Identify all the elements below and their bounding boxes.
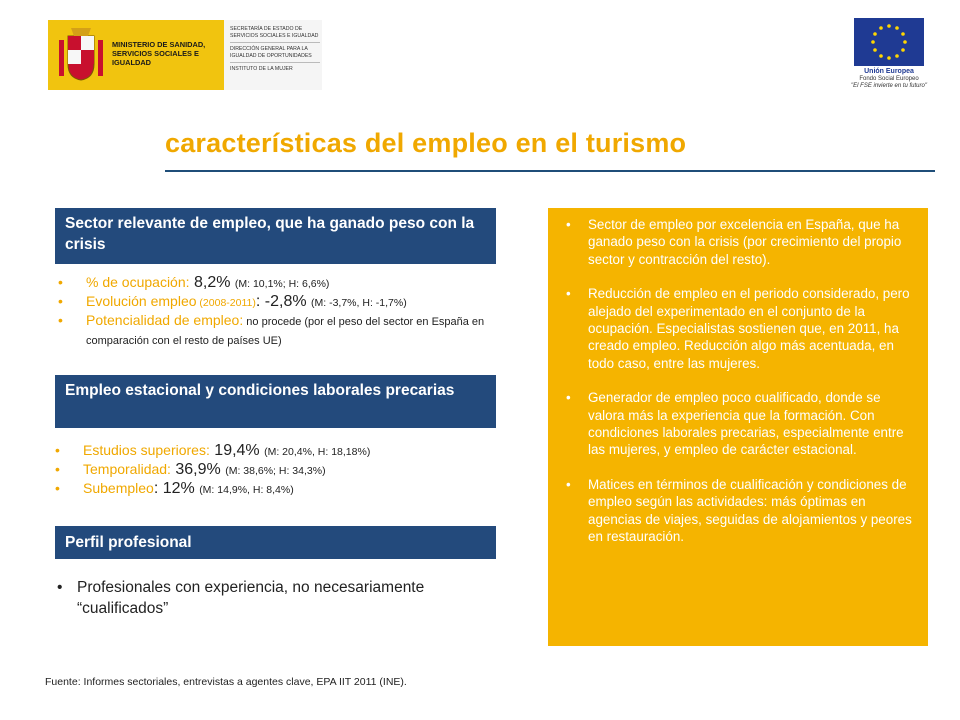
stat-period: (2008-2011): [196, 297, 256, 309]
stat-label: Potencialidad de empleo:: [86, 312, 244, 328]
ministry-subtitles: Secretaría de Estado de Servicios Social…: [230, 26, 320, 79]
stat-label: Evolución empleo: [86, 293, 197, 309]
coat-of-arms-icon: [59, 28, 103, 81]
ministry-sub-line: Dirección General para la Igualdad de Op…: [230, 46, 320, 64]
stat-detail: no procede (por el peso del sector en Es…: [86, 316, 485, 347]
stat-label: Estudios superiores:: [83, 442, 210, 458]
stat-label: Subempleo: [83, 480, 154, 496]
ministry-logo: Ministerio de Sanidad, Servicios Sociale…: [48, 20, 322, 90]
section-heading-seasonal: Empleo estacional y condiciones laborale…: [55, 375, 496, 428]
stat-value: 19,4%: [209, 442, 265, 459]
stat-detail: (M: 10,1%; H: 6,6%): [234, 278, 330, 290]
eu-logo: Unión Europea Fondo Social Europeo "El F…: [846, 18, 932, 96]
eu-flag-icon: [854, 18, 924, 66]
ministry-name: Ministerio de Sanidad, Servicios Sociale…: [112, 40, 206, 67]
page-title: características del empleo en el turismo: [165, 128, 687, 158]
stat-detail: (M: -3,7%, H: -1,7%): [311, 297, 407, 309]
summary-list: Sector de empleo por excelencia en Españ…: [560, 216, 918, 546]
list-item: Profesionales con experiencia, no necesa…: [48, 577, 518, 619]
list-item: Potencialidad de empleo: no procede (por…: [58, 312, 498, 350]
seasonal-stats-list: Estudios superiores: 19,4% (M: 20,4%, H:…: [55, 442, 495, 499]
ministry-sub-line: Instituto de la Mujer: [230, 66, 293, 73]
list-item: % de ocupación: 8,2% (M: 10,1%; H: 6,6%): [58, 274, 498, 293]
ministry-sub-line: Secretaría de Estado de Servicios Social…: [230, 26, 320, 44]
stat-value: : -2,8%: [255, 293, 312, 310]
list-item: Evolución empleo (2008-2011): -2,8% (M: …: [58, 293, 498, 312]
stat-detail: (M: 14,9%, H: 8,4%): [199, 484, 294, 496]
stat-detail: (M: 38,6%; H: 34,3%): [225, 465, 326, 477]
eu-slogan: "El FSE invierte en tu futuro": [851, 83, 927, 89]
profile-list: Profesionales con experiencia, no necesa…: [48, 577, 518, 619]
list-item: Reducción de empleo en el periodo consid…: [560, 285, 918, 372]
list-item: Matices en términos de cualificación y c…: [560, 476, 918, 546]
stat-label: Temporalidad:: [83, 461, 171, 477]
stat-value: : 12%: [153, 480, 200, 497]
list-item: Sector de empleo por excelencia en Españ…: [560, 216, 918, 268]
eu-fund: Fondo Social Europeo: [859, 75, 919, 82]
title-divider: [165, 170, 935, 172]
stat-label: % de ocupación:: [86, 274, 190, 290]
stat-value: 8,2%: [189, 274, 235, 291]
eu-caption: Unión Europea Fondo Social Europeo "El F…: [846, 68, 932, 91]
stat-detail: (M: 20,4%, H: 18,18%): [264, 446, 371, 458]
list-item: Temporalidad: 36,9% (M: 38,6%; H: 34,3%): [55, 461, 495, 480]
source-note: Fuente: Informes sectoriales, entrevista…: [45, 676, 407, 688]
eu-name: Unión Europea: [864, 68, 914, 75]
section-heading-profile: Perfil profesional: [55, 526, 496, 559]
summary-panel: Sector de empleo por excelencia en Españ…: [548, 208, 928, 646]
list-item: Estudios superiores: 19,4% (M: 20,4%, H:…: [55, 442, 495, 461]
employment-stats-list: % de ocupación: 8,2% (M: 10,1%; H: 6,6%)…: [58, 274, 498, 350]
stat-value: 36,9%: [170, 461, 226, 478]
section-heading-employment: Sector relevante de empleo, que ha ganad…: [55, 208, 496, 264]
list-item: Generador de empleo poco cualificado, do…: [560, 389, 918, 459]
list-item: Subempleo: 12% (M: 14,9%, H: 8,4%): [55, 480, 495, 499]
